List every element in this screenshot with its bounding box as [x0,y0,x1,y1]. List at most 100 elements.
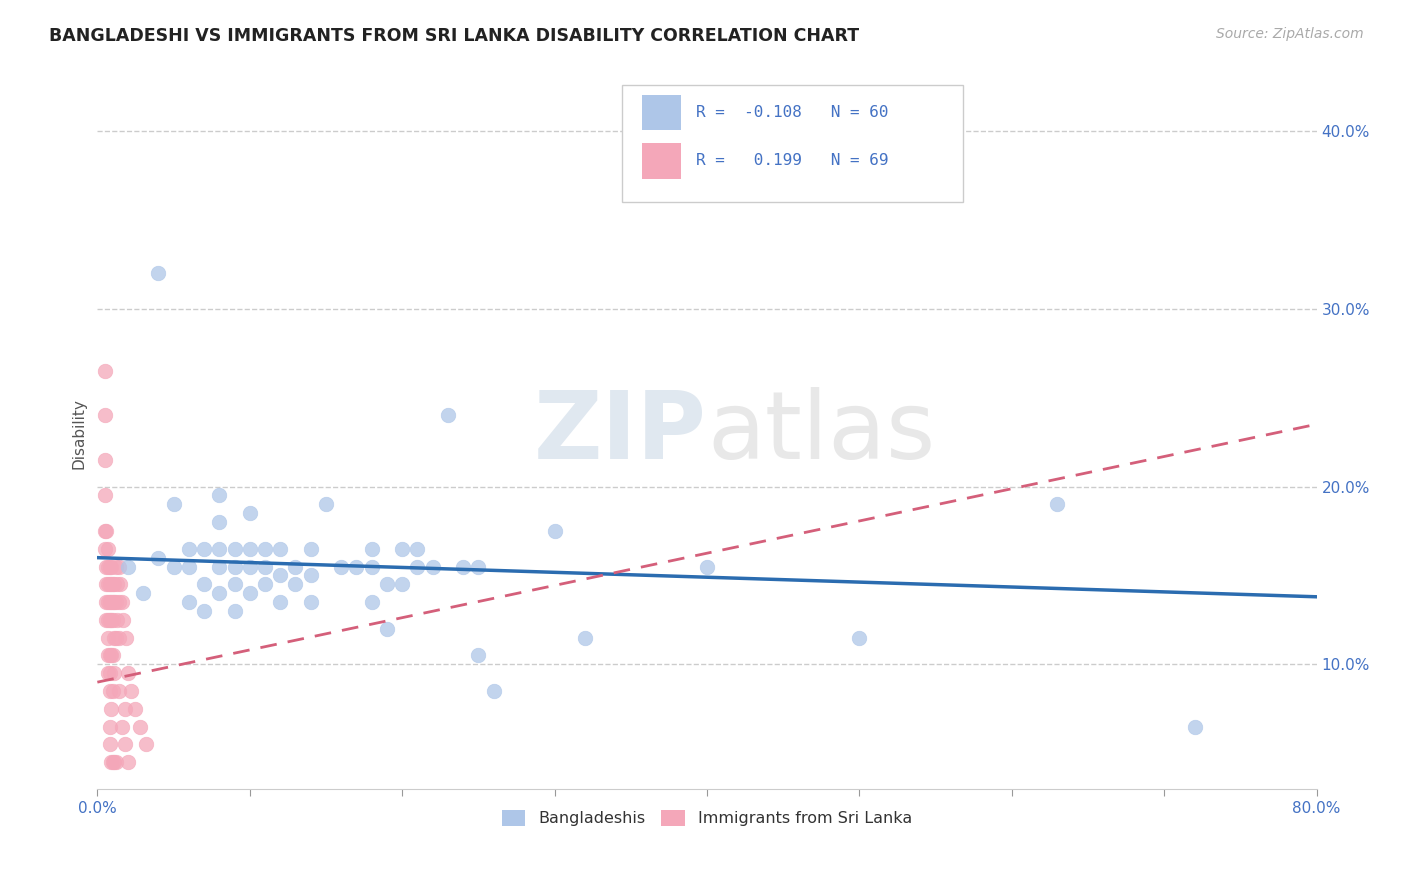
Point [208,559,231,574]
Point [97,613,120,627]
Point [104,595,127,609]
Point [117,666,139,681]
Point [1184,720,1206,734]
Point [94,364,117,378]
Point [120,684,142,698]
Point [101,577,124,591]
Point [107,559,129,574]
Point [467,559,489,574]
Point [208,515,231,529]
Point [208,586,231,600]
Point [208,541,231,556]
Point [224,577,246,591]
Point [193,577,215,591]
Point [848,631,870,645]
Point [105,577,128,591]
Text: R =   0.199   N = 69: R = 0.199 N = 69 [696,153,889,169]
Point [100,595,122,609]
Point [101,755,124,769]
Point [107,595,129,609]
Point [98,648,121,663]
Text: atlas: atlas [707,387,935,479]
Point [375,577,398,591]
Point [103,577,125,591]
Point [97,631,120,645]
Point [696,559,718,574]
Point [391,577,413,591]
Y-axis label: Disability: Disability [72,398,86,468]
Point [105,613,128,627]
Point [330,559,353,574]
Point [98,738,121,752]
Text: R =  -0.108   N = 60: R = -0.108 N = 60 [696,105,889,120]
Point [98,595,121,609]
Point [100,702,122,716]
Text: Source: ZipAtlas.com: Source: ZipAtlas.com [1216,27,1364,41]
Point [97,577,120,591]
Point [162,559,184,574]
Point [114,738,136,752]
Point [97,541,120,556]
Point [100,559,122,574]
Point [100,755,122,769]
Point [422,559,444,574]
Point [135,738,157,752]
Point [94,541,117,556]
Point [239,586,262,600]
Point [360,595,382,609]
Point [108,577,131,591]
Point [269,568,291,582]
Point [299,541,322,556]
Point [315,497,337,511]
Point [103,631,125,645]
Point [98,666,121,681]
Point [360,541,382,556]
Point [193,604,215,618]
Point [104,559,127,574]
Point [114,702,136,716]
Point [100,613,122,627]
Point [224,559,246,574]
Point [284,559,307,574]
Point [132,586,155,600]
Point [98,559,121,574]
Point [96,559,118,574]
Point [101,684,124,698]
Legend: Bangladeshis, Immigrants from Sri Lanka: Bangladeshis, Immigrants from Sri Lanka [494,802,921,834]
Point [103,755,125,769]
Point [360,559,382,574]
Point [98,684,121,698]
Point [482,684,505,698]
Point [94,488,117,502]
FancyBboxPatch shape [643,95,682,130]
Point [97,559,120,574]
Point [96,524,118,538]
Point [467,648,489,663]
Point [97,666,120,681]
Point [162,497,184,511]
Point [177,559,200,574]
Point [101,595,124,609]
Point [177,595,200,609]
Point [111,595,134,609]
Point [98,613,121,627]
Point [239,506,262,520]
Point [299,568,322,582]
Point [284,577,307,591]
Point [437,409,460,423]
Point [97,595,120,609]
Point [224,604,246,618]
Point [299,595,322,609]
Point [94,453,117,467]
Point [96,613,118,627]
Point [103,595,125,609]
Point [103,666,125,681]
Point [253,577,276,591]
Point [104,631,127,645]
Point [98,577,121,591]
Point [117,559,139,574]
Point [124,702,146,716]
Point [574,631,596,645]
Point [94,524,117,538]
Point [208,488,231,502]
